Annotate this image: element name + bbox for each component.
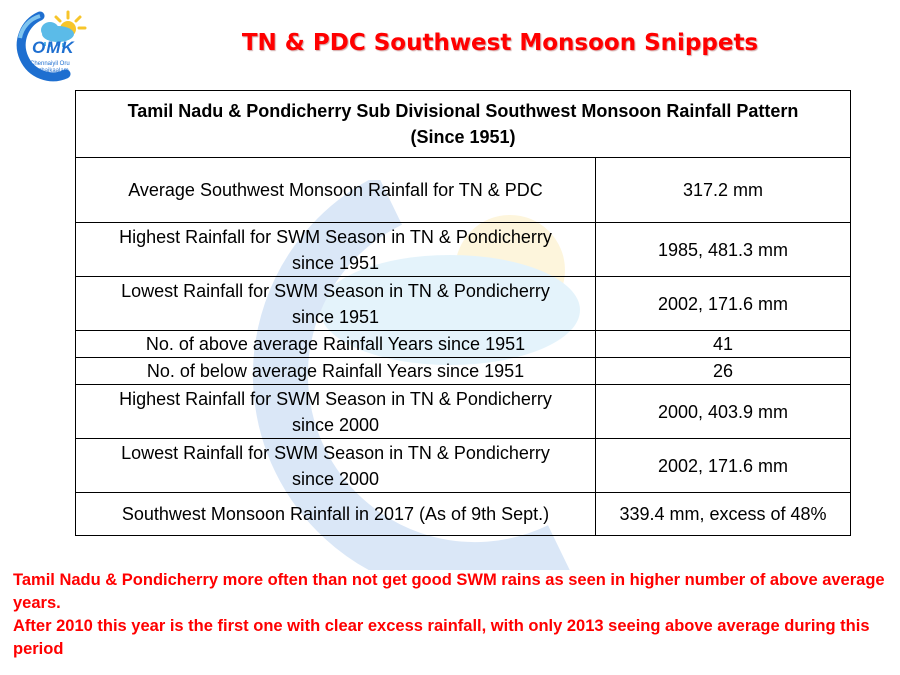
row-label-line-1: Highest Rainfall for SWM Season in TN & …	[119, 226, 552, 247]
row-label-2017: Southwest Monsoon Rainfall in 2017 (As o…	[75, 492, 596, 536]
table-row: Highest Rainfall for SWM Season in TN & …	[75, 222, 851, 277]
row-label-line-1: Lowest Rainfall for SWM Season in TN & P…	[121, 442, 550, 463]
row-label-above-average: No. of above average Rainfall Years sinc…	[75, 330, 596, 358]
row-label-line-2: since 2000	[291, 468, 380, 489]
row-label-highest-2000: Highest Rainfall for SWM Season in TN & …	[75, 384, 596, 439]
row-label-below-average: No. of below average Rainfall Years sinc…	[75, 357, 596, 385]
row-value-highest-2000: 2000, 403.9 mm	[595, 384, 851, 439]
logo-tagline-2: Mazhaikaalam	[30, 68, 69, 74]
table-row: No. of above average Rainfall Years sinc…	[75, 330, 851, 358]
row-value-below-average: 26	[595, 357, 851, 385]
omk-logo: OMK Chennaiyil Oru Mazhaikaalam	[10, 8, 90, 84]
table-row: Southwest Monsoon Rainfall in 2017 (As o…	[75, 492, 851, 536]
row-label-line-1: Highest Rainfall for SWM Season in TN & …	[119, 388, 552, 409]
table-row: Highest Rainfall for SWM Season in TN & …	[75, 384, 851, 439]
row-label-line-2: since 2000	[291, 414, 380, 435]
row-value-2017: 339.4 mm, excess of 48%	[595, 492, 851, 536]
table-title: Tamil Nadu & Pondicherry Sub Divisional …	[75, 90, 851, 158]
table-row: Lowest Rainfall for SWM Season in TN & P…	[75, 276, 851, 331]
table-row: No. of below average Rainfall Years sinc…	[75, 357, 851, 385]
note-2: After 2010 this year is the first one wi…	[13, 617, 870, 658]
row-label-average: Average Southwest Monsoon Rainfall for T…	[75, 157, 596, 223]
table-title-line-2: (Since 1951)	[410, 127, 516, 147]
row-label-line-2: since 1951	[291, 252, 380, 273]
logo-letters: OMK	[32, 38, 75, 57]
table-row: Average Southwest Monsoon Rainfall for T…	[75, 157, 851, 223]
note-1: Tamil Nadu & Pondicherry more often than…	[13, 571, 885, 612]
table-title-line-1: Tamil Nadu & Pondicherry Sub Divisional …	[127, 101, 799, 121]
row-label-highest-1951: Highest Rainfall for SWM Season in TN & …	[75, 222, 596, 277]
row-value-average: 317.2 mm	[595, 157, 851, 223]
row-label-line-1: Lowest Rainfall for SWM Season in TN & P…	[121, 280, 550, 301]
slide-title: TN & PDC Southwest Monsoon Snippets	[241, 30, 759, 56]
table-row: Lowest Rainfall for SWM Season in TN & P…	[75, 438, 851, 493]
notes: Tamil Nadu & Pondicherry more often than…	[13, 569, 893, 661]
logo-tagline-1: Chennaiyil Oru	[30, 61, 70, 67]
row-value-lowest-2000: 2002, 171.6 mm	[595, 438, 851, 493]
rainfall-pattern-table: Tamil Nadu & Pondicherry Sub Divisional …	[75, 90, 851, 536]
omk-logo-graphic	[16, 10, 87, 82]
row-label-lowest-2000: Lowest Rainfall for SWM Season in TN & P…	[75, 438, 596, 493]
row-value-above-average: 41	[595, 330, 851, 358]
row-label-line-2: since 1951	[291, 306, 380, 327]
row-value-highest-1951: 1985, 481.3 mm	[595, 222, 851, 277]
row-value-lowest-1951: 2002, 171.6 mm	[595, 276, 851, 331]
row-label-lowest-1951: Lowest Rainfall for SWM Season in TN & P…	[75, 276, 596, 331]
